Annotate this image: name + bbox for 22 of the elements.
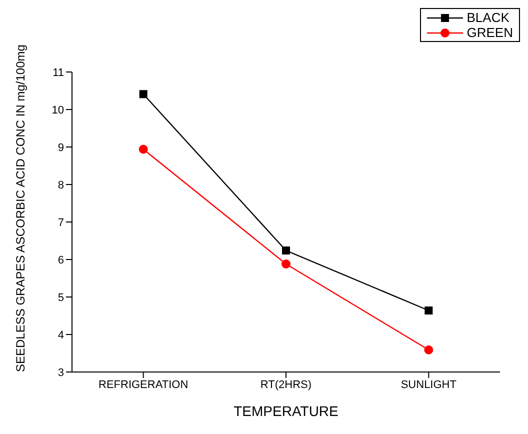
point: [424, 345, 434, 354]
y-tick-label: 11: [52, 66, 64, 79]
y-tick-label: 7: [58, 216, 64, 229]
y-tick-label: 5: [58, 292, 64, 304]
point: [282, 260, 290, 268]
legend-label: BLACK: [466, 10, 510, 25]
y-tick-label: 4: [58, 329, 64, 342]
y-tick-label: 6: [58, 254, 64, 266]
point: [282, 246, 290, 254]
legend-label: GREEN: [466, 25, 513, 40]
point: [138, 144, 148, 154]
x-axis-title: TEMPERATURE: [234, 403, 338, 419]
y-tick-label: 3: [58, 366, 64, 379]
y-tick-label: 10: [52, 104, 64, 116]
y-axis-title: SEEDLESS GRAPES ASCORBIC ACID CONC IN mg/100mg: [13, 44, 28, 372]
point: [424, 306, 433, 314]
point: [139, 90, 148, 98]
x-tick-label: SUNLIGHT: [400, 378, 457, 391]
x-tick-label: RT(2HRS): [260, 378, 312, 391]
x-tick-label: REFRIGERATION: [98, 378, 188, 391]
y-tick-label: 9: [58, 142, 64, 154]
y-tick-label: 8: [58, 179, 64, 192]
